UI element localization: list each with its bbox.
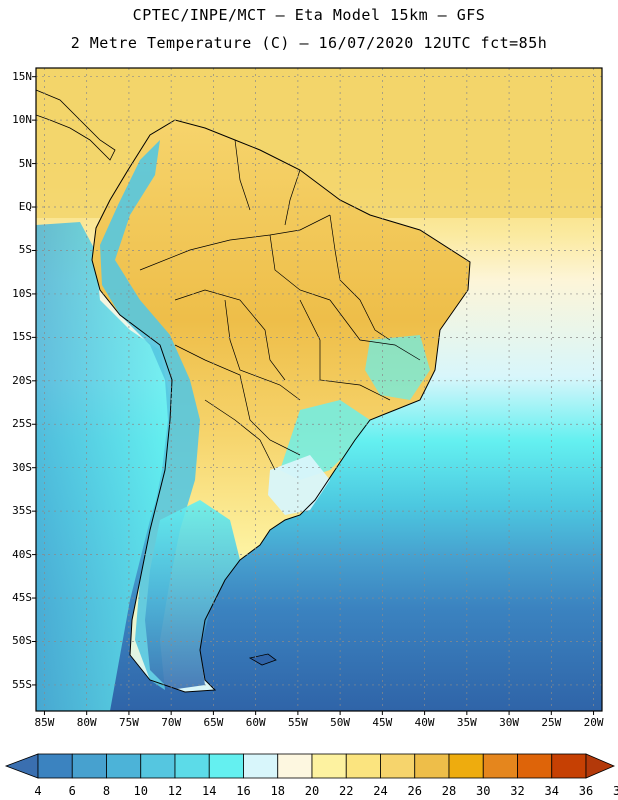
lat-label: EQ <box>18 200 32 214</box>
colorbar-label: 12 <box>167 784 183 798</box>
lat-lon-gridlines <box>36 68 602 711</box>
colorbar-swatch <box>277 753 313 779</box>
lon-label: 35W <box>456 716 477 729</box>
lat-label: 15N <box>12 69 32 83</box>
axis-ticks <box>32 76 595 715</box>
map-frame <box>35 67 603 712</box>
lon-label: 65W <box>203 716 224 729</box>
lat-label: 5N <box>18 156 32 170</box>
lon-label: 70W <box>161 716 182 729</box>
lat-label: 50S <box>12 634 32 648</box>
lat-label: 5S <box>18 243 32 257</box>
lon-label: 75W <box>118 716 139 729</box>
lon-label: 45W <box>372 716 393 729</box>
lat-label: 55S <box>12 677 32 691</box>
colorbar-swatch <box>37 753 73 779</box>
colorbar-label: 32 <box>510 784 525 798</box>
lon-label: 40W <box>414 716 435 729</box>
colorbar-label: 26 <box>407 784 422 798</box>
colorbar-label: 30 <box>476 784 491 798</box>
lat-label: 15S <box>12 330 32 344</box>
lon-label: 80W <box>76 716 97 729</box>
colorbar-swatch <box>311 753 347 779</box>
central-america-land <box>35 89 116 161</box>
map-title-line1: CPTEC/INPE/MCT – Eta Model 15km – GFS <box>132 6 486 24</box>
lat-label: 30S <box>12 460 32 474</box>
colorbar-label: 10 <box>133 784 148 798</box>
lon-label: 25W <box>541 716 562 729</box>
colorbar-label: 24 <box>373 784 388 798</box>
colorbar-swatch <box>517 753 553 779</box>
colorbar-swatch <box>243 753 279 779</box>
map-title-line2: 2 Metre Temperature (C) – 16/07/2020 12U… <box>70 34 548 52</box>
lat-label: 25S <box>12 417 32 431</box>
lon-label: 50W <box>330 716 351 729</box>
colorbar-swatch <box>448 753 484 779</box>
lat-label: 35S <box>12 504 32 518</box>
colorbar-swatch <box>414 753 450 779</box>
coastline <box>91 119 471 693</box>
colorbar-label: 36 <box>578 784 594 798</box>
colorbar-label: 6 <box>68 784 76 798</box>
patagonia-region <box>145 500 240 690</box>
colorbar-label: 4 <box>34 784 42 798</box>
country-borders <box>139 139 421 471</box>
colorbar-swatch <box>380 753 416 779</box>
colorbar <box>4 753 616 779</box>
colorbar-swatch <box>208 753 244 779</box>
lat-label: 10N <box>12 113 32 127</box>
eastern-brazil-cool <box>365 335 430 400</box>
lat-label: 40S <box>12 547 32 561</box>
colorbar-label: 28 <box>441 784 457 798</box>
colorbar-label: 34 <box>544 784 559 798</box>
lon-label: 20W <box>583 716 604 729</box>
pacific-ocean-field <box>36 222 170 711</box>
lon-label: 85W <box>34 716 55 729</box>
colorbar-swatch <box>174 753 210 779</box>
lat-label: 10S <box>12 286 32 300</box>
colorbar-max-arrow <box>585 753 616 779</box>
falkland-islands <box>248 653 277 666</box>
colorbar-label: 20 <box>304 784 320 798</box>
colorbar-label: 38 <box>613 784 618 798</box>
colorbar-min-arrow <box>4 753 39 779</box>
colorbar-label: 8 <box>102 784 111 798</box>
colorbar-swatch <box>71 753 107 779</box>
colorbar-label: 16 <box>236 784 251 798</box>
lat-label: 45S <box>12 591 32 605</box>
colorbar-swatch <box>551 753 587 779</box>
colorbar-swatch <box>140 753 176 779</box>
colorbar-swatch <box>106 753 142 779</box>
lon-label: 60W <box>245 716 266 729</box>
lon-label: 30W <box>499 716 519 729</box>
colorbar-label: 14 <box>202 784 217 798</box>
colorbar-swatch <box>345 753 381 779</box>
lat-label: 20S <box>12 373 32 387</box>
colorbar-label: 22 <box>339 784 354 798</box>
lon-label: 55W <box>287 716 308 729</box>
colorbar-label: 18 <box>270 784 285 798</box>
colorbar-swatch <box>482 753 518 779</box>
